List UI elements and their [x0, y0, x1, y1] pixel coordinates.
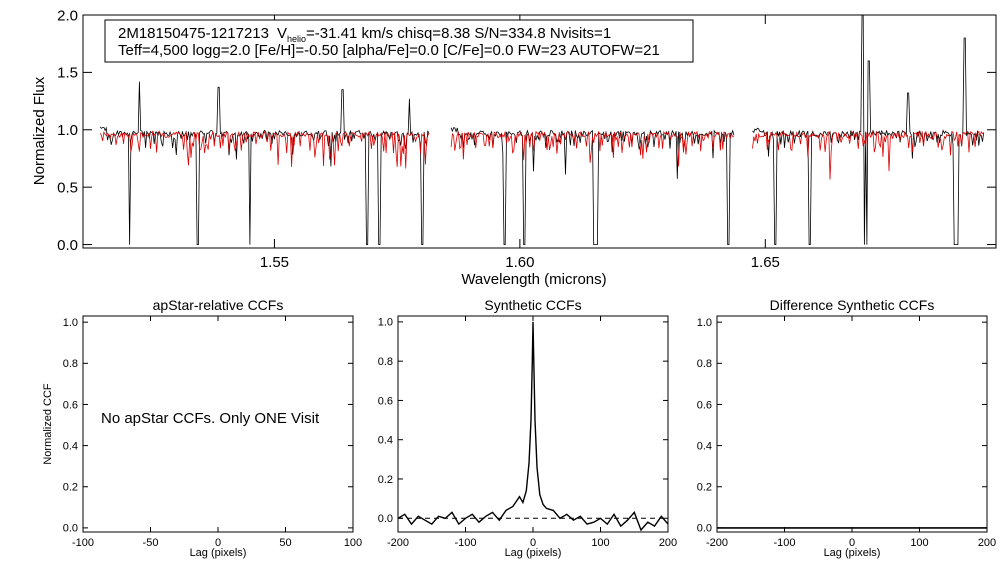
x-tick-label: 1.55 — [260, 254, 289, 271]
x-tick-label: -200 — [706, 537, 728, 549]
info-line-2: Teff=4,500 logg=2.0 [Fe/H]=-0.50 [alpha/… — [118, 42, 660, 59]
spectrum-ylabel: Normalized Flux — [31, 76, 48, 185]
y-tick-label: 1.0 — [57, 122, 78, 139]
synthetic-ccf-axes: -200 -100 0 100 200 0.0 0.2 0.4 0.6 0.8 1.0 — [378, 316, 677, 549]
vhelio-subscript: helio — [287, 34, 306, 44]
difference-ccf-xlabel: Lag (pixels) — [824, 547, 881, 559]
x-tick-label: 200 — [659, 537, 677, 549]
y-tick-label: 1.0 — [378, 317, 393, 329]
spectrum-series — [99, 14, 985, 246]
y-tick-label: 0.4 — [378, 435, 393, 447]
apstar-ccf-title: apStar-relative CCFs — [153, 297, 284, 313]
x-tick-label: -200 — [387, 537, 409, 549]
x-tick-label: -100 — [72, 537, 94, 549]
model-spectrum-line — [450, 130, 735, 167]
x-tick-label: 100 — [591, 537, 609, 549]
observed-spectrum-line — [752, 14, 985, 246]
y-tick-label: 0.2 — [697, 482, 712, 494]
y-tick-label: 0.4 — [63, 440, 78, 452]
no-ccf-message: No apStar CCFs. Only ONE Visit — [101, 410, 320, 427]
synthetic-ccf-xlabel: Lag (pixels) — [505, 547, 562, 559]
y-tick-label: 0.6 — [697, 399, 712, 411]
star-id: 2M18150475-1217213 — [118, 25, 269, 42]
y-tick-label: 1.0 — [697, 317, 712, 329]
observed-spectrum-line — [99, 81, 430, 246]
apstar-ccf-panel: -100 -50 0 50 100 0.0 0.2 0.4 0.6 0.8 1.0 apStar-r… — [42, 297, 362, 559]
synthetic-ccf-line — [397, 321, 669, 532]
y-tick-label: 0.0 — [378, 513, 393, 525]
x-tick-label: 0 — [530, 537, 536, 549]
spectrum-xlabel: Wavelength (microns) — [461, 271, 606, 288]
model-spectrum-line — [752, 130, 984, 180]
x-tick-label: 0 — [849, 537, 855, 549]
x-tick-label: 1.65 — [751, 254, 780, 271]
apstar-ccf-axes: -100 -50 0 50 100 0.0 0.2 0.4 0.6 0.8 1.0 — [63, 316, 362, 549]
y-tick-label: 0.6 — [63, 399, 78, 411]
observed-spectrum-line — [450, 127, 735, 246]
y-tick-label: 0.8 — [697, 358, 712, 370]
y-tick-label: 0.6 — [378, 395, 393, 407]
difference-ccf-panel: -200 -100 0 100 200 0.0 0.2 0.4 0.6 0.8 1.0 Differ… — [697, 297, 996, 559]
apstar-ccf-xlabel: Lag (pixels) — [190, 547, 247, 559]
spectrum-panel: 1.55 1.60 1.65 0.0 0.5 1.0 1.5 2.0 Normalized F… — [31, 7, 997, 288]
y-tick-label: 0.0 — [63, 523, 78, 535]
spectrum-frame — [82, 14, 997, 249]
difference-ccf-axes: -200 -100 0 100 200 0.0 0.2 0.4 0.6 0.8 1.0 — [697, 316, 996, 549]
difference-ccf-title: Difference Synthetic CCFs — [770, 297, 935, 313]
difference-ccf-frame — [716, 315, 988, 533]
model-spectrum-line — [99, 130, 430, 169]
y-tick-label: 0.5 — [57, 179, 78, 196]
x-tick-label: 0 — [215, 537, 221, 549]
x-tick-label: 200 — [978, 537, 996, 549]
x-tick-label: 100 — [344, 537, 362, 549]
y-tick-label: 0.0 — [697, 523, 712, 535]
x-tick-label: -100 — [773, 537, 795, 549]
x-tick-label: 100 — [910, 537, 928, 549]
synthetic-ccf-panel: -200 -100 0 100 200 0.0 0.2 0.4 0.6 0.8 1.0 Synthe… — [378, 297, 677, 559]
synthetic-ccf-series — [397, 321, 669, 532]
x-tick-label: 1.60 — [505, 254, 534, 271]
y-tick-label: 0.4 — [697, 440, 712, 452]
info-line-1: 2M18150475-1217213 Vhelio=-31.41 km/s chi… — [118, 25, 611, 44]
y-tick-label: 1.5 — [57, 65, 78, 82]
y-tick-label: 1.0 — [63, 317, 78, 329]
x-tick-label: -50 — [143, 537, 159, 549]
y-tick-label: 2.0 — [57, 7, 78, 24]
x-tick-label: -100 — [454, 537, 476, 549]
info-box: 2M18150475-1217213 Vhelio=-31.41 km/s chi… — [104, 19, 694, 63]
y-tick-label: 0.0 — [57, 237, 78, 254]
y-tick-label: 0.2 — [63, 482, 78, 494]
vhelio-prefix: V — [277, 25, 287, 42]
info-box-frame — [104, 19, 694, 63]
y-tick-label: 0.2 — [378, 474, 393, 486]
apstar-ccf-ylabel: Normalized CCF — [42, 383, 54, 465]
synthetic-ccf-title: Synthetic CCFs — [484, 297, 581, 313]
y-tick-label: 0.8 — [63, 358, 78, 370]
x-tick-label: 50 — [279, 537, 291, 549]
y-tick-label: 0.8 — [378, 356, 393, 368]
vhelio-values: =-31.41 km/s chisq=8.38 S/N=334.8 Nvisit… — [306, 25, 611, 42]
